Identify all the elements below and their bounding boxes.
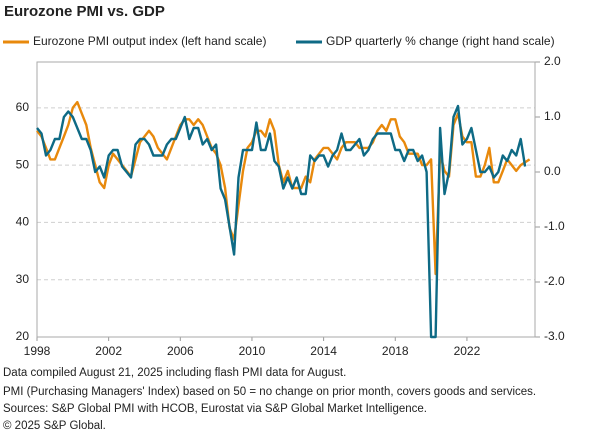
chart-title: Eurozone PMI vs. GDP (4, 3, 165, 20)
x-tick-label: 2006 (167, 344, 194, 358)
legend-label: GDP quarterly % change (right hand scale… (326, 34, 555, 48)
note: Sources: S&P Global PMI with HCOB, Euros… (3, 403, 427, 415)
y-tick-label: 50 (16, 157, 30, 171)
x-tick-label: 2014 (310, 344, 337, 358)
note: Data compiled August 21, 2025 including … (3, 367, 346, 379)
y2-tick-label: 1.0 (544, 109, 561, 123)
note: © 2025 S&P Global. (3, 420, 106, 432)
y-tick-label: 30 (16, 272, 30, 286)
x-tick-label: 2022 (454, 344, 481, 358)
y2-tick-label: -3.0 (544, 329, 565, 343)
plot-frame (36, 61, 536, 338)
y2-tick-label: 2.0 (544, 54, 561, 68)
y-tick-label: 20 (16, 329, 30, 343)
x-tick-label: 2002 (95, 344, 122, 358)
x-tick-label: 2010 (239, 344, 266, 358)
y2-tick-label: -1.0 (544, 219, 565, 233)
series-line (36, 104, 527, 339)
y2-tick-label: 0.0 (544, 164, 561, 178)
x-tick-label: 1998 (24, 344, 51, 358)
y2-tick-label: -2.0 (544, 274, 565, 288)
legend-label: Eurozone PMI output index (left hand sca… (33, 34, 266, 48)
x-tick-label: 2018 (382, 344, 409, 358)
y-tick-label: 60 (16, 100, 30, 114)
y-tick-label: 40 (16, 215, 30, 229)
note: PMI (Purchasing Managers' Index) based o… (3, 386, 536, 398)
